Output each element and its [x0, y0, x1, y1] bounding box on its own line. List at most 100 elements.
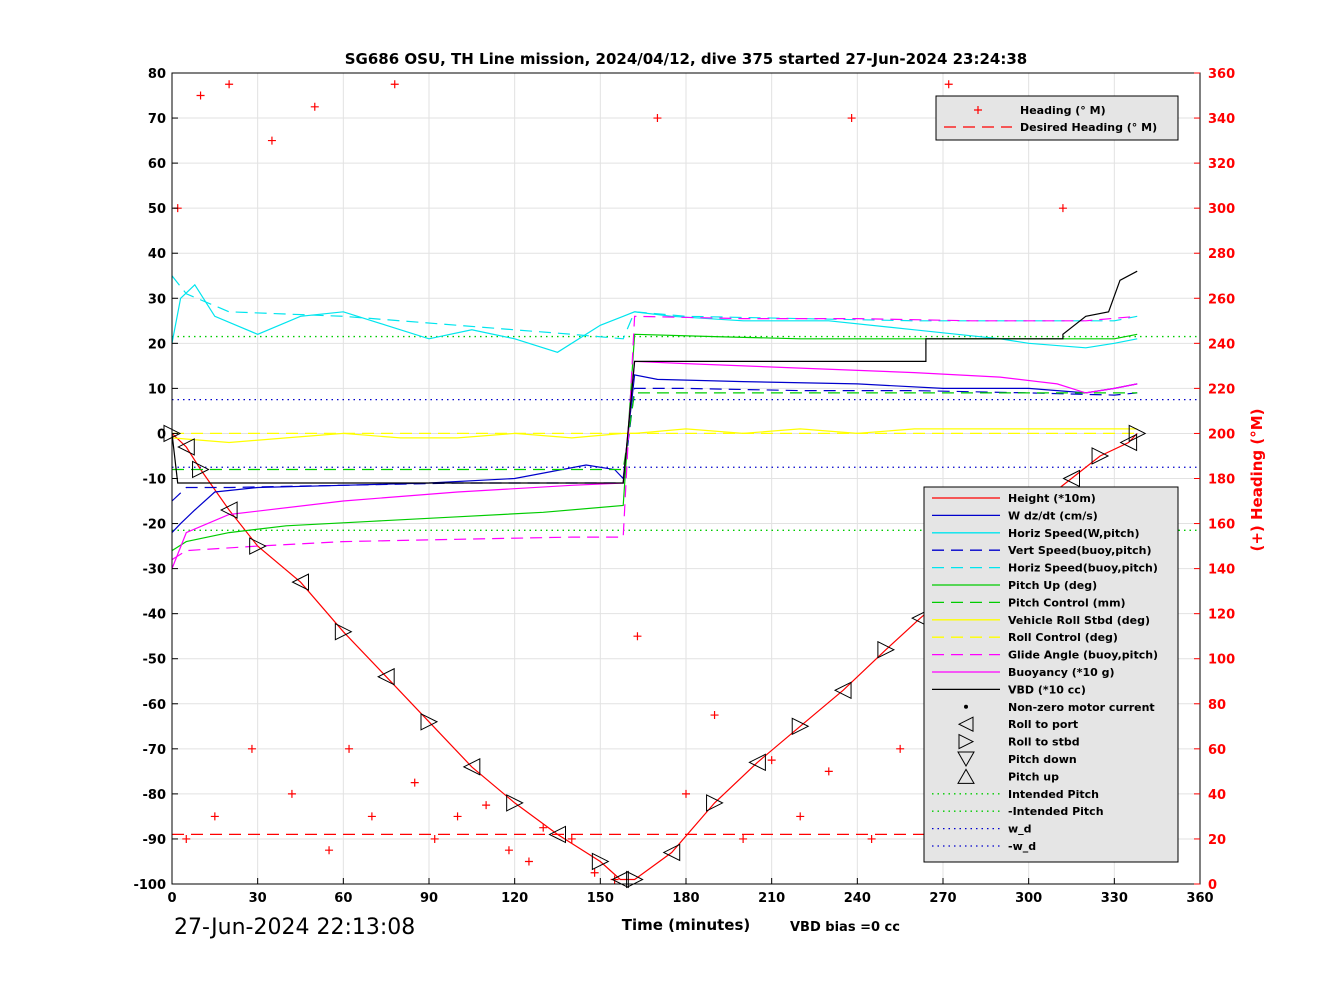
- reference-lines: [172, 335, 1200, 531]
- y2-tick-label: 200: [1208, 427, 1235, 442]
- heading-point: [345, 744, 354, 753]
- x-tick-label: 360: [1186, 891, 1213, 906]
- vbd-bias: VBD bias =0 cc: [790, 920, 900, 935]
- heading-point: [847, 114, 856, 123]
- legend-marker-icon: [957, 751, 975, 768]
- legend-label: Height (*10m): [1008, 492, 1096, 505]
- y-tick-label: -80: [143, 788, 167, 803]
- legend-label: Horiz Speed(buoy,pitch): [1008, 562, 1158, 575]
- heading-point: [896, 744, 905, 753]
- legend-label: Vert Speed(buoy,pitch): [1008, 544, 1152, 557]
- heading-point: [225, 80, 234, 89]
- legend-label: Glide Angle (buoy,pitch): [1008, 649, 1158, 662]
- heading-point: [287, 789, 296, 798]
- y-tick-label: 70: [148, 112, 166, 127]
- series-line: [171, 270, 1138, 484]
- heading-point: [453, 812, 462, 821]
- series-line: [171, 360, 1138, 569]
- legend-label: Pitch Up (deg): [1008, 579, 1097, 592]
- heading-point: [247, 744, 256, 753]
- y-tick-label: 20: [148, 337, 166, 352]
- legend-label: Heading (° M): [1020, 104, 1106, 117]
- roll-marker: [506, 794, 524, 812]
- legend-marker-icon: [958, 733, 975, 750]
- roll-marker: [291, 573, 309, 591]
- heading-point: [390, 80, 399, 89]
- y2-tick-label: 360: [1208, 67, 1235, 82]
- roll-marker: [706, 794, 724, 812]
- legend-label: Intended Pitch: [1008, 788, 1099, 801]
- x-tick-label: 180: [672, 891, 699, 906]
- heading-point: [504, 846, 513, 855]
- y2-tick-label: 0: [1208, 878, 1217, 893]
- y-tick-label: -50: [143, 653, 167, 668]
- legend-label: Buoyancy (*10 g): [1008, 666, 1115, 679]
- y2-tick-label: 300: [1208, 202, 1235, 217]
- x-tick-label: 0: [167, 891, 176, 906]
- y2-tick-label: 40: [1208, 788, 1226, 803]
- roll-marker: [334, 622, 353, 641]
- legend-label: Non-zero motor current: [1008, 701, 1155, 714]
- roll-marker: [1091, 447, 1110, 465]
- y2-tick-label: 280: [1208, 247, 1235, 262]
- x-tick-label: 30: [249, 891, 267, 906]
- y-tick-label: -100: [133, 878, 166, 893]
- roll-marker: [420, 712, 439, 731]
- series-line: [171, 275, 1138, 340]
- legend-label: w_d: [1008, 823, 1032, 836]
- legend-label: Roll Control (deg): [1008, 631, 1118, 644]
- y-tick-label: 10: [148, 382, 166, 397]
- y2-tick-label: 180: [1208, 473, 1235, 488]
- roll-marker: [791, 717, 810, 736]
- heading-point: [590, 868, 599, 877]
- legend-label: Roll to port: [1008, 718, 1078, 731]
- y2-tick-label: 240: [1208, 337, 1235, 352]
- x-tick-label: 210: [758, 891, 785, 906]
- timestamp: 27-Jun-2024 22:13:08: [174, 915, 415, 940]
- heading-point: [182, 834, 191, 843]
- heading-point: [796, 812, 805, 821]
- y2-tick-label: 220: [1208, 382, 1235, 397]
- heading-point: [367, 812, 376, 821]
- legend-marker-icon: [957, 716, 974, 733]
- x-tick-label: 60: [334, 891, 352, 906]
- heading-point: [867, 834, 876, 843]
- y-tick-label: 80: [148, 67, 166, 82]
- y-tick-label: 0: [157, 427, 166, 442]
- y2-tick-label: 340: [1208, 112, 1235, 127]
- legend-label: Pitch down: [1008, 753, 1077, 766]
- x-tick-label: 330: [1101, 891, 1128, 906]
- y2-tick-label: 260: [1208, 292, 1235, 307]
- roll-marker: [611, 870, 629, 889]
- legend-dot: [964, 704, 968, 709]
- heading-point: [682, 789, 690, 798]
- heading-point: [539, 823, 548, 832]
- legend-main: Height (*10m) W dz/dt (cm/s) Horiz Speed(W…: [923, 486, 1179, 863]
- y2-tick-label: 80: [1208, 698, 1226, 713]
- roll-marker: [548, 825, 566, 844]
- roll-marker: [1119, 433, 1138, 452]
- heading-point: [524, 857, 533, 866]
- heading-point: [410, 778, 419, 787]
- y-tick-label: -70: [143, 743, 167, 758]
- y-tick-label: -20: [143, 518, 167, 533]
- roll-marker: [748, 753, 766, 772]
- legend-label: Pitch up: [1008, 770, 1059, 783]
- legend-label: VBD (*10 cc): [1008, 683, 1086, 696]
- roll-marker: [462, 758, 481, 776]
- heading-point: [210, 812, 219, 821]
- y-tick-label: -10: [143, 473, 167, 488]
- roll-marker: [877, 640, 896, 659]
- heading-point: [267, 136, 276, 145]
- heading-point: [653, 114, 662, 123]
- roll-marker: [219, 501, 238, 519]
- heading-point: [824, 767, 833, 776]
- legend-label: Vehicle Roll Stbd (deg): [1008, 614, 1150, 627]
- y-tick-label: 40: [148, 247, 166, 262]
- roll-marker: [662, 843, 681, 862]
- legend-label: Roll to stbd: [1008, 736, 1080, 749]
- heading-point: [482, 801, 491, 810]
- y2-tick-label: 120: [1208, 608, 1235, 623]
- heading-point: [944, 80, 953, 89]
- heading-point: [430, 834, 439, 843]
